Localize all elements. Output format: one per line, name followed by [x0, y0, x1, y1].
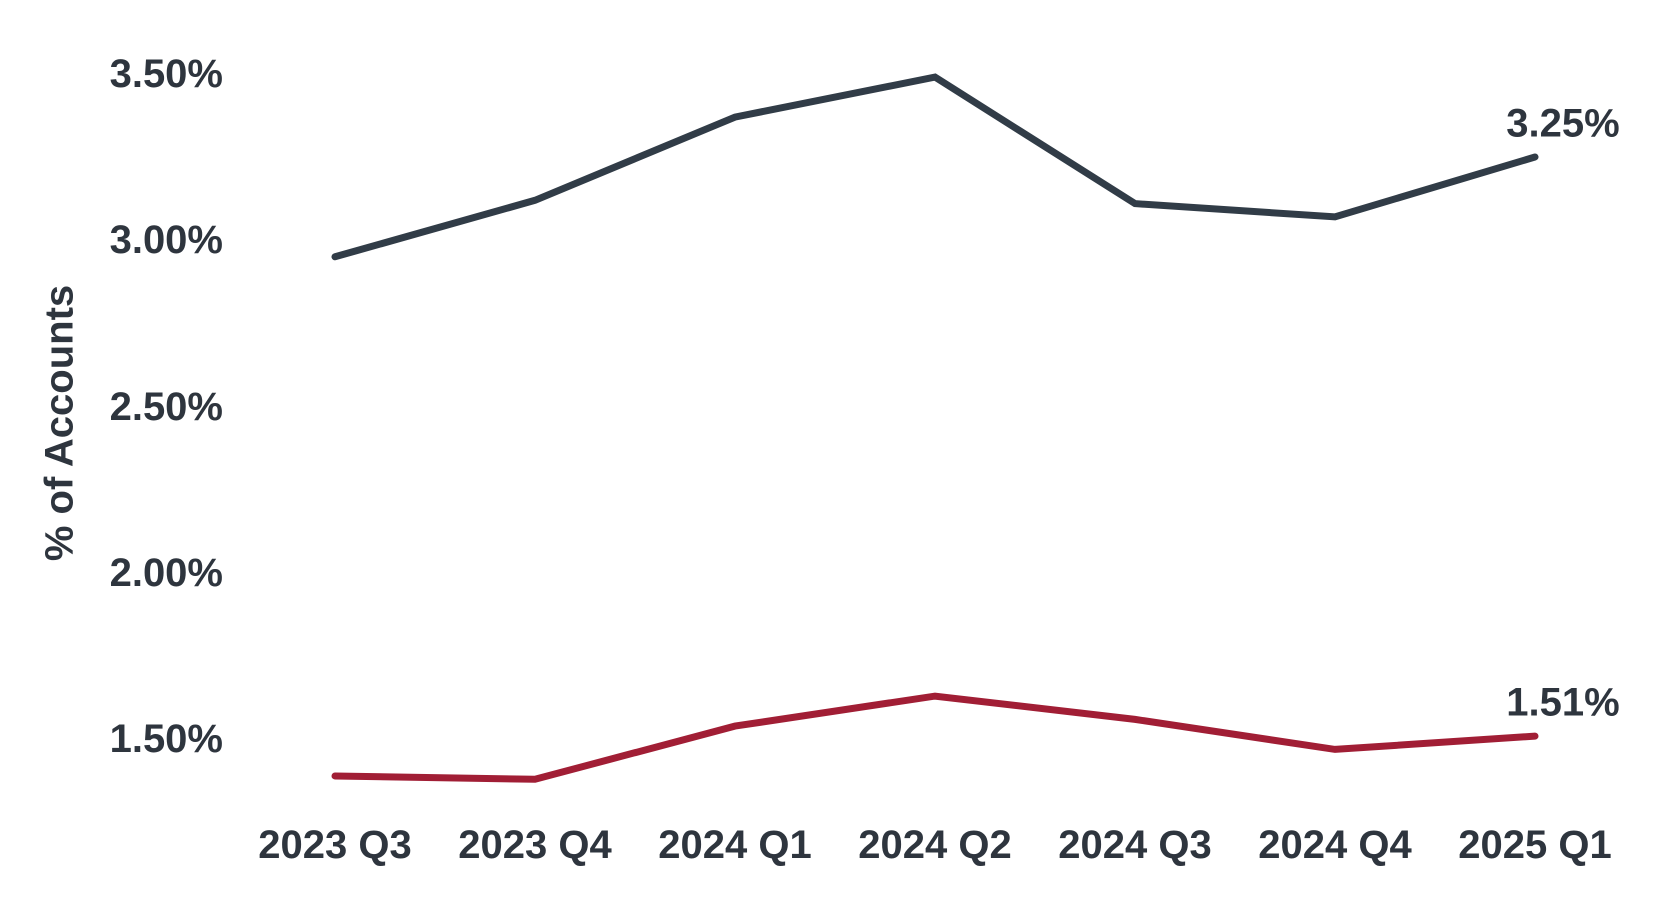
x-tick-label: 2024 Q1: [658, 823, 812, 867]
series-line-upper-series: [331, 73, 1539, 261]
x-tick-label: 2024 Q2: [858, 823, 1012, 867]
series-line-lower-series: [331, 692, 1539, 783]
y-tick-label: 3.00%: [109, 218, 223, 263]
series-end-label-lower-series: 1.51%: [1506, 680, 1620, 725]
y-tick-label: 3.50%: [109, 51, 223, 96]
x-tick-label: 2023 Q4: [458, 823, 612, 867]
x-tick-label: 2024 Q3: [1058, 823, 1212, 867]
y-tick-label: 2.00%: [109, 551, 223, 595]
x-tick-label: 2025 Q1: [1458, 823, 1612, 867]
y-tick-label: 2.50%: [109, 384, 223, 429]
x-tick-label: 2024 Q4: [1258, 823, 1412, 867]
series-end-label-upper-series: 3.25%: [1506, 101, 1620, 146]
y-tick-label: 1.50%: [109, 717, 223, 762]
x-tick-label: 2023 Q3: [258, 823, 412, 867]
